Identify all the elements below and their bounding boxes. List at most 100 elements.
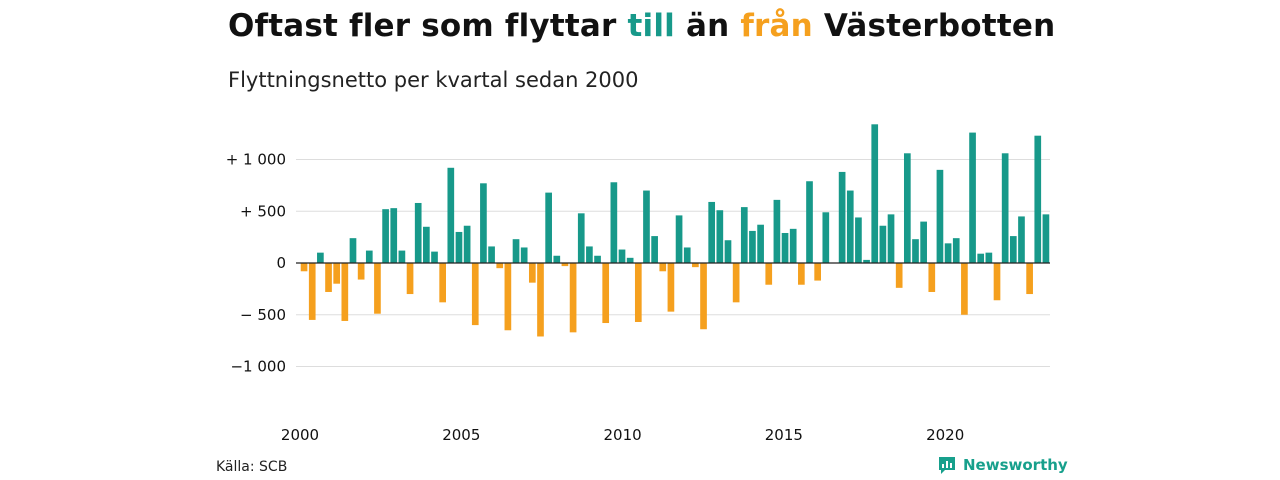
bar-2013Q1 (724, 240, 732, 263)
bar-2002Q2 (374, 263, 381, 314)
bar-2019Q1 (920, 221, 927, 263)
bar-2016Q3 (838, 171, 846, 263)
bar-2002Q4 (390, 208, 398, 263)
bar-2017Q3 (871, 124, 879, 263)
x-tick-label: 2010 (603, 426, 641, 444)
y-tick-label: + 500 (240, 202, 286, 220)
bar-2009Q2 (602, 263, 610, 324)
bar-2013Q4 (749, 230, 756, 263)
bar-2012Q4 (716, 210, 724, 263)
bar-2004Q3 (447, 167, 455, 263)
bar-2018Q1 (887, 214, 895, 263)
bar-2011Q1 (659, 263, 667, 272)
x-tick-label: 2020 (926, 426, 964, 444)
bar-2020Q2 (961, 263, 968, 315)
bar-2012Q3 (708, 201, 716, 263)
bar-2014Q1 (757, 224, 764, 263)
gridlines (296, 159, 1050, 367)
bar-2001Q4 (357, 263, 365, 280)
bar-2006Q4 (520, 247, 528, 263)
bar-2015Q4 (814, 263, 821, 281)
bar-2005Q2 (471, 263, 479, 326)
bar-2004Q2 (439, 263, 446, 303)
bar-2009Q3 (610, 182, 618, 263)
bar-2019Q2 (928, 263, 936, 292)
bar-2018Q3 (903, 153, 911, 263)
bar-2016Q4 (846, 190, 854, 263)
bar-2017Q1 (855, 217, 862, 263)
bar-2019Q4 (944, 243, 952, 263)
title-word-to: till (627, 8, 675, 44)
bar-2011Q2 (667, 263, 675, 312)
bar-2003Q2 (406, 263, 414, 295)
bars (300, 124, 1050, 337)
bar-2004Q4 (455, 231, 463, 263)
source-note: Källa: SCB (216, 459, 288, 475)
bar-2014Q3 (773, 199, 781, 263)
title-part-1: Oftast fler som flyttar (228, 8, 628, 44)
y-tick-label: + 1 000 (226, 151, 286, 169)
bar-2005Q3 (480, 183, 487, 263)
y-axis-ticks: + 1 000 + 500 0 − 500 −1 000 (226, 151, 286, 376)
bar-2000Q1 (300, 263, 308, 272)
bar-2005Q4 (488, 246, 495, 263)
bar-2012Q1 (692, 263, 699, 268)
bar-2000Q2 (308, 263, 316, 320)
bar-2002Q3 (382, 209, 389, 263)
y-tick-label: 0 (276, 254, 286, 272)
bar-2008Q2 (569, 263, 577, 333)
y-tick-label: −1 000 (230, 358, 286, 376)
bar-2021Q3 (1001, 153, 1009, 263)
bar-2020Q3 (969, 132, 976, 263)
x-tick-label: 2015 (765, 426, 803, 444)
bar-2019Q3 (936, 169, 944, 263)
bar-2000Q3 (317, 252, 324, 263)
bar-2017Q2 (863, 259, 870, 263)
bar-2003Q1 (398, 250, 406, 263)
bar-2001Q2 (341, 263, 349, 321)
bar-2018Q2 (895, 263, 903, 288)
bar-2010Q2 (634, 263, 642, 322)
title-part-2: än (674, 8, 741, 44)
bar-2006Q3 (512, 239, 520, 263)
bar-2022Q1 (1018, 216, 1025, 263)
bar-2007Q4 (553, 255, 561, 263)
bar-2011Q3 (675, 215, 683, 263)
bar-2008Q3 (577, 213, 585, 263)
bar-2001Q1 (333, 263, 341, 284)
bar-2010Q1 (626, 257, 634, 263)
bar-2015Q1 (789, 228, 797, 263)
bar-2010Q4 (651, 236, 658, 263)
bar-2021Q2 (993, 263, 1001, 301)
bar-2004Q1 (431, 251, 438, 263)
bar-2000Q4 (325, 263, 332, 292)
bar-2013Q3 (740, 207, 748, 263)
bar-2021Q4 (1009, 236, 1017, 263)
bar-2015Q2 (798, 263, 805, 285)
bar-2016Q1 (822, 212, 830, 263)
bar-2014Q2 (765, 263, 773, 285)
x-tick-label: 2000 (281, 426, 319, 444)
bar-2003Q4 (423, 226, 430, 264)
bar-2022Q2 (1026, 263, 1033, 295)
bar-2009Q1 (594, 255, 601, 263)
bar-2002Q1 (365, 250, 373, 263)
title-word-from: från (740, 8, 813, 44)
x-axis-ticks: 2000 2005 2010 2015 2020 (281, 426, 964, 444)
chart-title: Oftast fler som flyttar till än från Väs… (228, 8, 1055, 44)
bar-2018Q4 (912, 239, 919, 263)
bar-2001Q3 (349, 238, 357, 263)
bar-2022Q4 (1042, 214, 1050, 263)
bar-2006Q2 (504, 263, 512, 331)
bar-2013Q2 (732, 263, 740, 303)
chart-subtitle: Flyttningsnetto per kvartal sedan 2000 (228, 68, 639, 92)
bar-2020Q1 (952, 238, 960, 263)
x-tick-label: 2005 (442, 426, 480, 444)
y-tick-label: − 500 (240, 306, 286, 324)
bar-2006Q1 (496, 263, 504, 269)
bar-2008Q4 (586, 246, 593, 263)
bar-2005Q1 (463, 225, 471, 263)
bar-2021Q1 (985, 252, 993, 263)
bar-2003Q3 (414, 202, 422, 263)
